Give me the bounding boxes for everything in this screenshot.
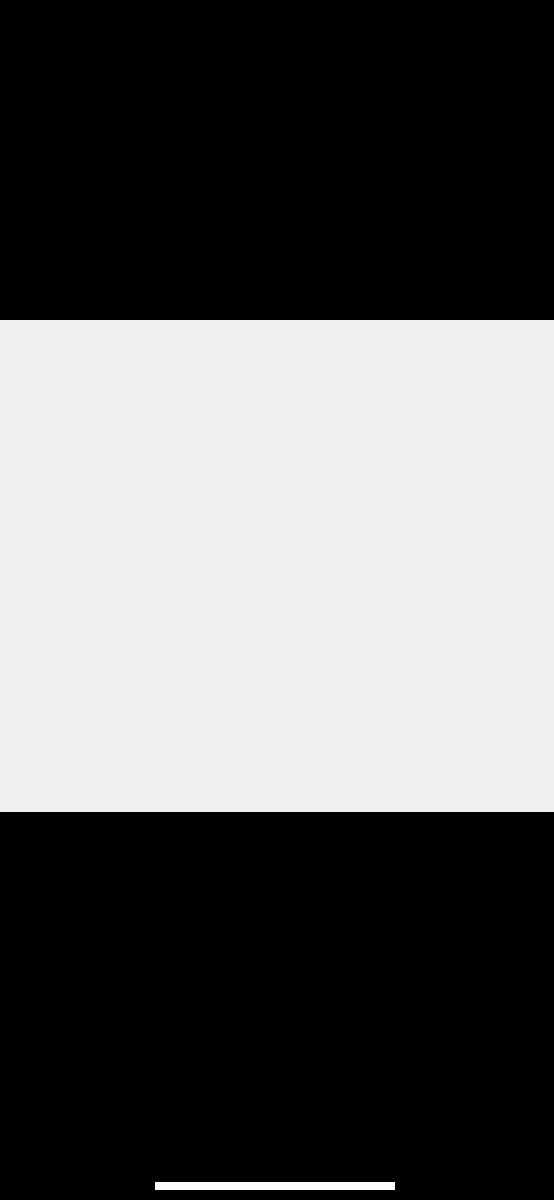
Text: ≥: ≥ (302, 398, 318, 416)
Text: 0: 0 (345, 506, 357, 524)
Text: ≥: ≥ (302, 506, 318, 524)
Text: {: { (99, 395, 197, 545)
Text: x: x (259, 506, 270, 524)
Text: x + y: x + y (221, 398, 270, 416)
Text: ≤: ≤ (302, 434, 318, 452)
Text: Region is:: Region is: (10, 576, 98, 594)
Text: 5x + 4y: 5x + 4y (197, 470, 270, 488)
Text: 4x + 5y: 4x + 5y (197, 434, 270, 452)
Text: ≥: ≥ (302, 542, 318, 560)
Text: If there is more than one corner point, type the points separated by: If there is more than one corner point, … (10, 757, 554, 775)
Text: a comma (i.e.: (1,2),(3,4)).: a comma (i.e.: (1,2),(3,4)). (10, 779, 241, 797)
Text: 40: 40 (345, 470, 369, 488)
Text: ≤: ≤ (302, 470, 318, 488)
Text: unbounded: unbounded (10, 623, 112, 641)
Text: Input: Input (398, 576, 450, 594)
Text: is bounded or unbounded and list each corner point.: is bounded or unbounded and list each co… (5, 364, 479, 382)
Text: Corner Points:: Corner Points: (10, 671, 137, 689)
Text: bounded: bounded (430, 576, 519, 594)
Text: 0: 0 (345, 542, 357, 560)
Text: 40: 40 (345, 434, 369, 452)
Text: 4: 4 (345, 398, 357, 416)
Text: y: y (259, 542, 270, 560)
Text: or: or (485, 576, 509, 594)
Text: ω, Graph the system of inequalities. Tell whether the system: ω, Graph the system of inequalities. Tel… (10, 342, 554, 360)
FancyBboxPatch shape (87, 572, 391, 606)
FancyBboxPatch shape (7, 694, 443, 738)
